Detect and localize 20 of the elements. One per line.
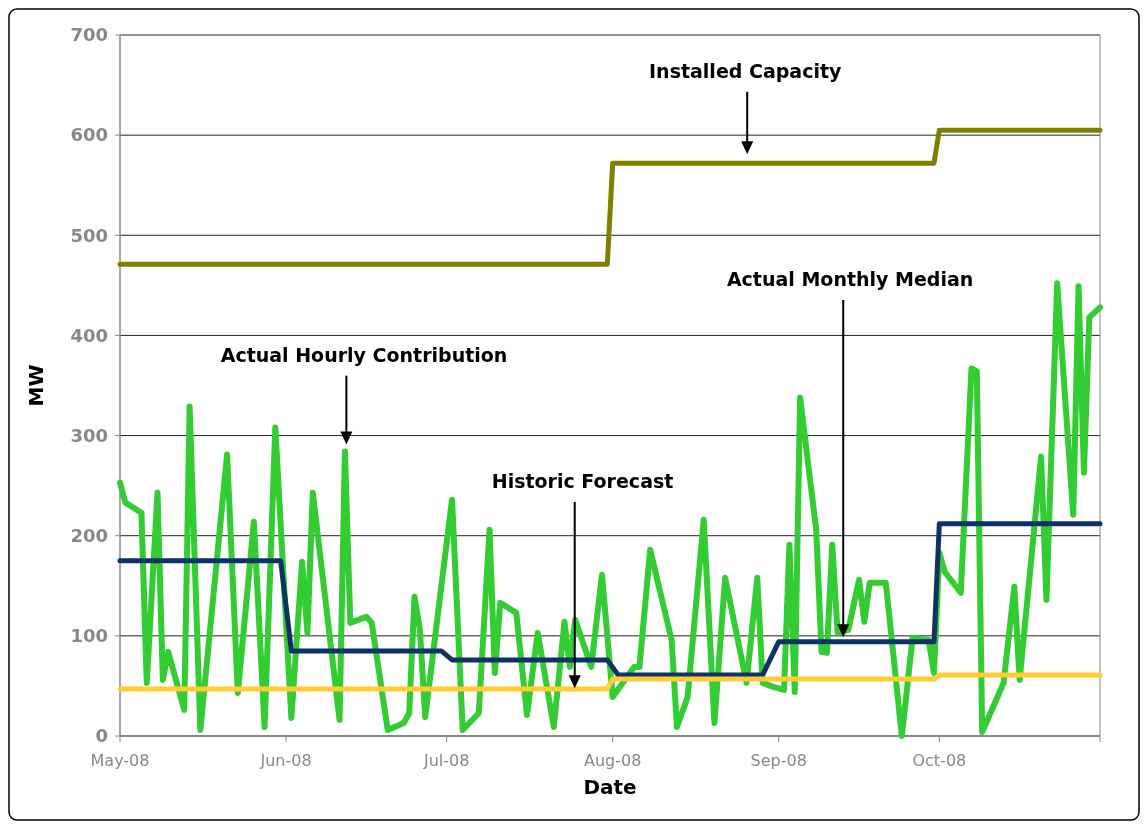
x-tick-label: Jul-08 (422, 751, 470, 770)
x-tick-label: Aug-08 (583, 751, 642, 770)
text: Actual Monthly Median (726, 267, 974, 290)
y-axis-title: MW (24, 364, 48, 407)
x-tick-label: Oct-08 (912, 751, 967, 770)
x-axis-title: Date (583, 775, 637, 799)
y-tick-label: 100 (70, 625, 108, 647)
y-tick-label: 0 (95, 725, 108, 747)
text: Actual Hourly Contribution (220, 343, 508, 366)
text: Installed Capacity (649, 59, 843, 82)
y-tick-label: 300 (70, 424, 108, 446)
x-tick-label: Sep-08 (750, 751, 807, 770)
y-tick-label: 600 (70, 124, 108, 146)
y-tick-label: 200 (70, 525, 108, 547)
y-tick-label: 400 (70, 324, 108, 346)
text: Historic Forecast (491, 469, 674, 492)
x-tick-label: Jun-08 (259, 751, 312, 770)
x-tick-label: May-08 (90, 751, 150, 770)
y-tick-label: 500 (70, 224, 108, 246)
y-tick-label: 700 (70, 24, 108, 46)
